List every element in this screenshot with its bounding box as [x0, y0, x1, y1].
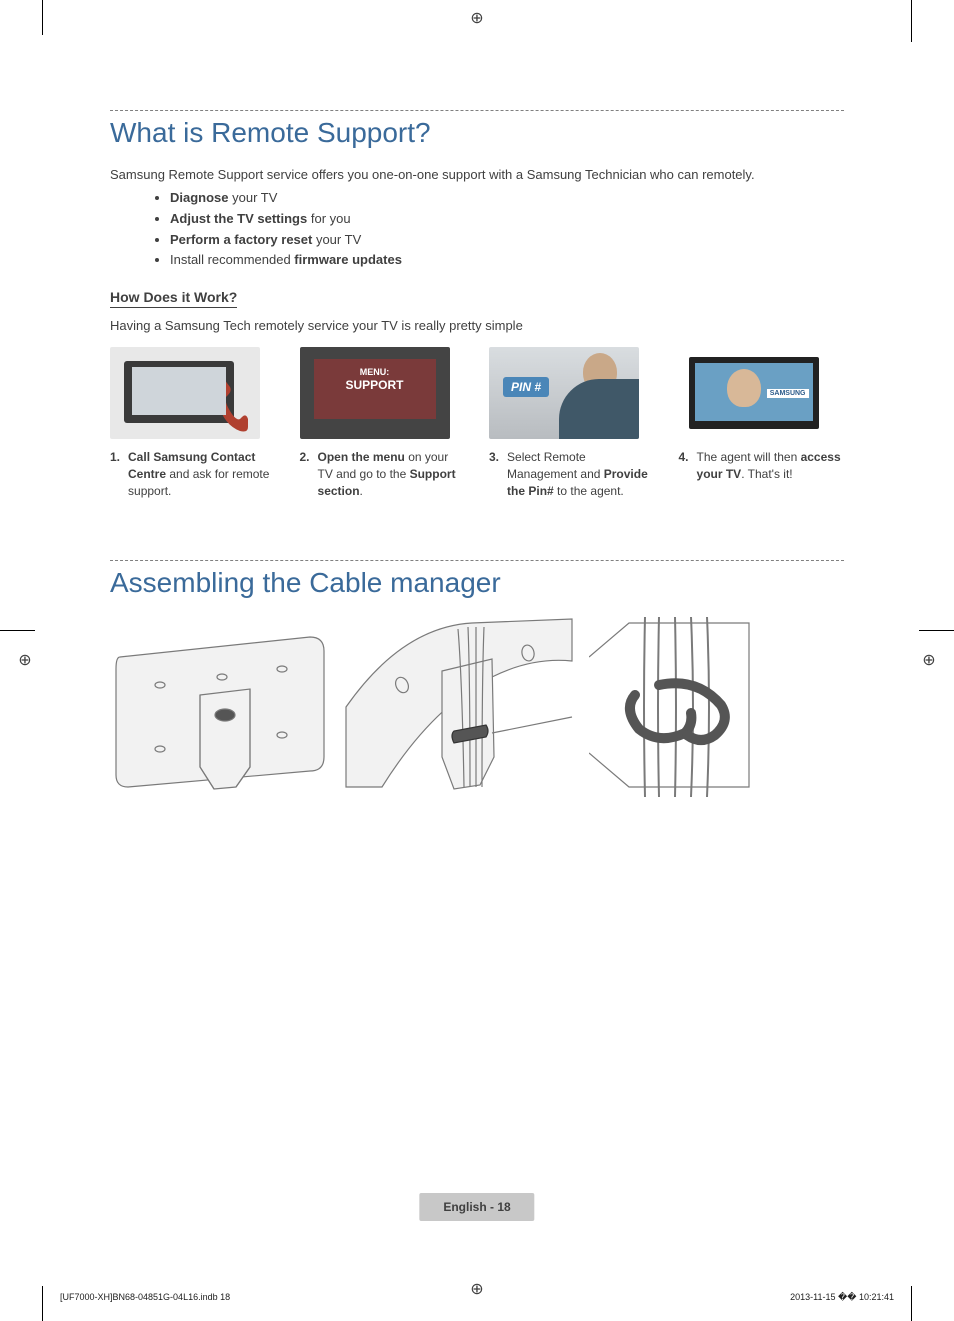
step-3: PIN # 3. Select Remote Management and Pr…: [489, 347, 655, 499]
assembly-diagram-2: [342, 617, 577, 797]
step-1-illustration: [110, 347, 260, 439]
assembly-diagram-1: [110, 617, 330, 797]
crop-mark: [919, 630, 954, 631]
step-3-illustration: PIN #: [489, 347, 639, 439]
step-number: 3.: [489, 449, 499, 499]
bullet-firmware: Install recommended firmware updates: [170, 250, 844, 271]
step-4: SAMSUNG 4. The agent will then access yo…: [679, 347, 845, 499]
crop-mark: [911, 1286, 912, 1321]
assembly-diagrams: [110, 617, 844, 797]
step-2-caption: 2. Open the menu on your TV and go to th…: [300, 449, 466, 499]
print-job-info: [UF7000-XH]BN68-04851G-04L16.indb 18 201…: [60, 1292, 894, 1303]
step-text: The agent will then access your TV. That…: [697, 449, 844, 483]
bullet-diagnose: Diagnose your TV: [170, 188, 844, 209]
step-number: 2.: [300, 449, 310, 499]
step-2-illustration: MENU: SUPPORT: [300, 347, 450, 439]
print-file-name: [UF7000-XH]BN68-04851G-04L16.indb 18: [60, 1292, 230, 1303]
phone-icon: [214, 373, 250, 433]
step-2: MENU: SUPPORT 2. Open the menu on your T…: [300, 347, 466, 499]
page-content: What is Remote Support? Samsung Remote S…: [110, 60, 844, 1261]
section-divider: [110, 560, 844, 561]
registration-mark-icon: ⊕: [468, 10, 486, 28]
step-text: Call Samsung Contact Centre and ask for …: [128, 449, 275, 499]
section-title-remote-support: What is Remote Support?: [110, 117, 844, 149]
footer-page-number: 18: [497, 1200, 510, 1214]
page-footer: English - 18: [419, 1193, 534, 1221]
agent-head-icon: [727, 369, 761, 407]
step-text: Open the menu on your TV and go to the S…: [318, 449, 465, 499]
pin-badge: PIN #: [503, 377, 549, 397]
step-number: 4.: [679, 449, 689, 483]
registration-mark-icon: ⊕: [16, 652, 34, 670]
crop-mark: [42, 0, 43, 35]
step-text: Select Remote Management and Provide the…: [507, 449, 654, 499]
assembly-diagram-3: [589, 617, 759, 797]
tv-menu-label: MENU: SUPPORT: [345, 367, 403, 392]
remote-support-intro: Samsung Remote Support service offers yo…: [110, 167, 844, 182]
crop-mark: [0, 630, 35, 631]
brand-label: SAMSUNG: [767, 389, 809, 398]
section-title-cable-manager: Assembling the Cable manager: [110, 567, 844, 599]
how-does-it-work-intro: Having a Samsung Tech remotely service y…: [110, 318, 844, 333]
step-4-caption: 4. The agent will then access your TV. T…: [679, 449, 845, 483]
steps-row: 1. Call Samsung Contact Centre and ask f…: [110, 347, 844, 499]
crop-mark: [42, 1286, 43, 1321]
person-body-icon: [559, 379, 639, 439]
section-divider: [110, 110, 844, 111]
bullet-adjust: Adjust the TV settings for you: [170, 209, 844, 230]
bullet-reset: Perform a factory reset your TV: [170, 230, 844, 251]
registration-mark-icon: ⊕: [920, 652, 938, 670]
step-4-illustration: SAMSUNG: [679, 347, 829, 439]
how-does-it-work-heading: How Does it Work?: [110, 289, 237, 308]
step-number: 1.: [110, 449, 120, 499]
footer-language: English -: [443, 1200, 497, 1214]
remote-support-bullets: Diagnose your TV Adjust the TV settings …: [170, 188, 844, 271]
print-timestamp: 2013-11-15 �� 10:21:41: [790, 1292, 894, 1303]
crop-mark: [911, 0, 912, 42]
step-3-caption: 3. Select Remote Management and Provide …: [489, 449, 655, 499]
step-1: 1. Call Samsung Contact Centre and ask f…: [110, 347, 276, 499]
step-1-caption: 1. Call Samsung Contact Centre and ask f…: [110, 449, 276, 499]
